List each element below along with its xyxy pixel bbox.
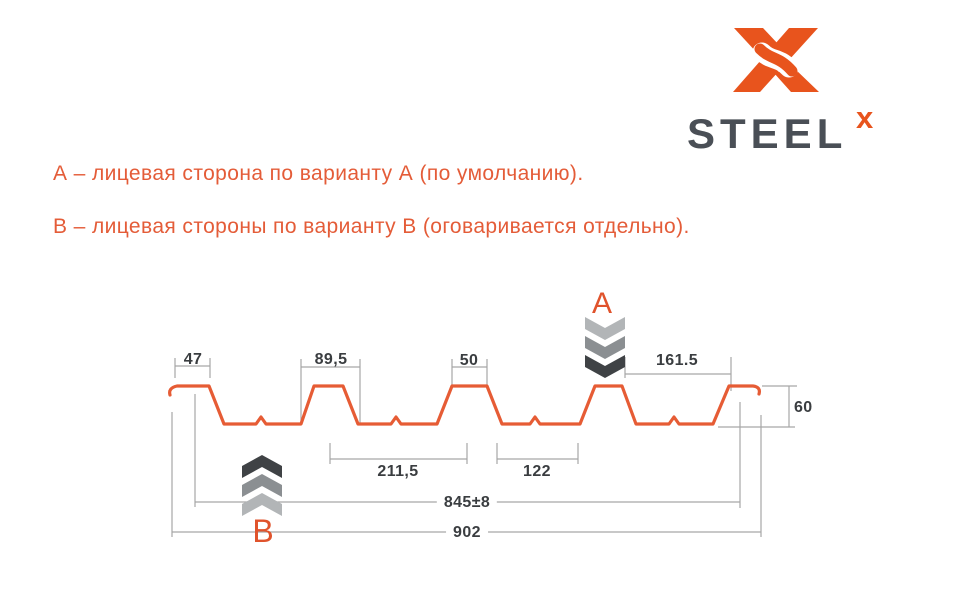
dim-50-lines bbox=[451, 359, 488, 385]
dim-label-60: 60 bbox=[794, 399, 813, 416]
dim-label-902: 902 bbox=[446, 524, 488, 542]
dim-122-lines bbox=[496, 443, 579, 464]
note-variant-b: В – лицевая стороны по варианту В (огова… bbox=[53, 215, 690, 238]
dim-label-845: 845±8 bbox=[436, 494, 498, 512]
x-mark-weave-ribbon bbox=[754, 43, 798, 77]
dim-label-122: 122 bbox=[523, 463, 551, 480]
dim-60-lines bbox=[718, 385, 797, 428]
dim-label-211-5: 211,5 bbox=[377, 463, 419, 480]
logo: STEEL x bbox=[0, 0, 970, 160]
dim-label-50: 50 bbox=[459, 352, 479, 369]
variant-a-chevrons-icon bbox=[585, 317, 625, 378]
logo-wordmark: STEEL bbox=[687, 110, 848, 157]
dim-label-161-5: 161.5 bbox=[655, 352, 699, 369]
profile-outline bbox=[168, 384, 761, 426]
note-variant-a: А – лицевая сторона по варианту А (по ум… bbox=[53, 162, 584, 185]
variant-a-label: A bbox=[591, 287, 613, 320]
logo-wordmark-suffix: x bbox=[856, 100, 874, 135]
steelx-x-mark-icon bbox=[733, 28, 819, 92]
dim-label-89-5: 89,5 bbox=[314, 351, 348, 368]
dim-211-5-lines bbox=[329, 443, 468, 464]
dim-47-lines bbox=[174, 358, 211, 378]
dim-label-47: 47 bbox=[183, 351, 203, 368]
variant-b-chevrons-icon bbox=[242, 455, 282, 516]
variant-b-label: B bbox=[252, 513, 274, 549]
dim-89-5-lines bbox=[300, 359, 361, 424]
